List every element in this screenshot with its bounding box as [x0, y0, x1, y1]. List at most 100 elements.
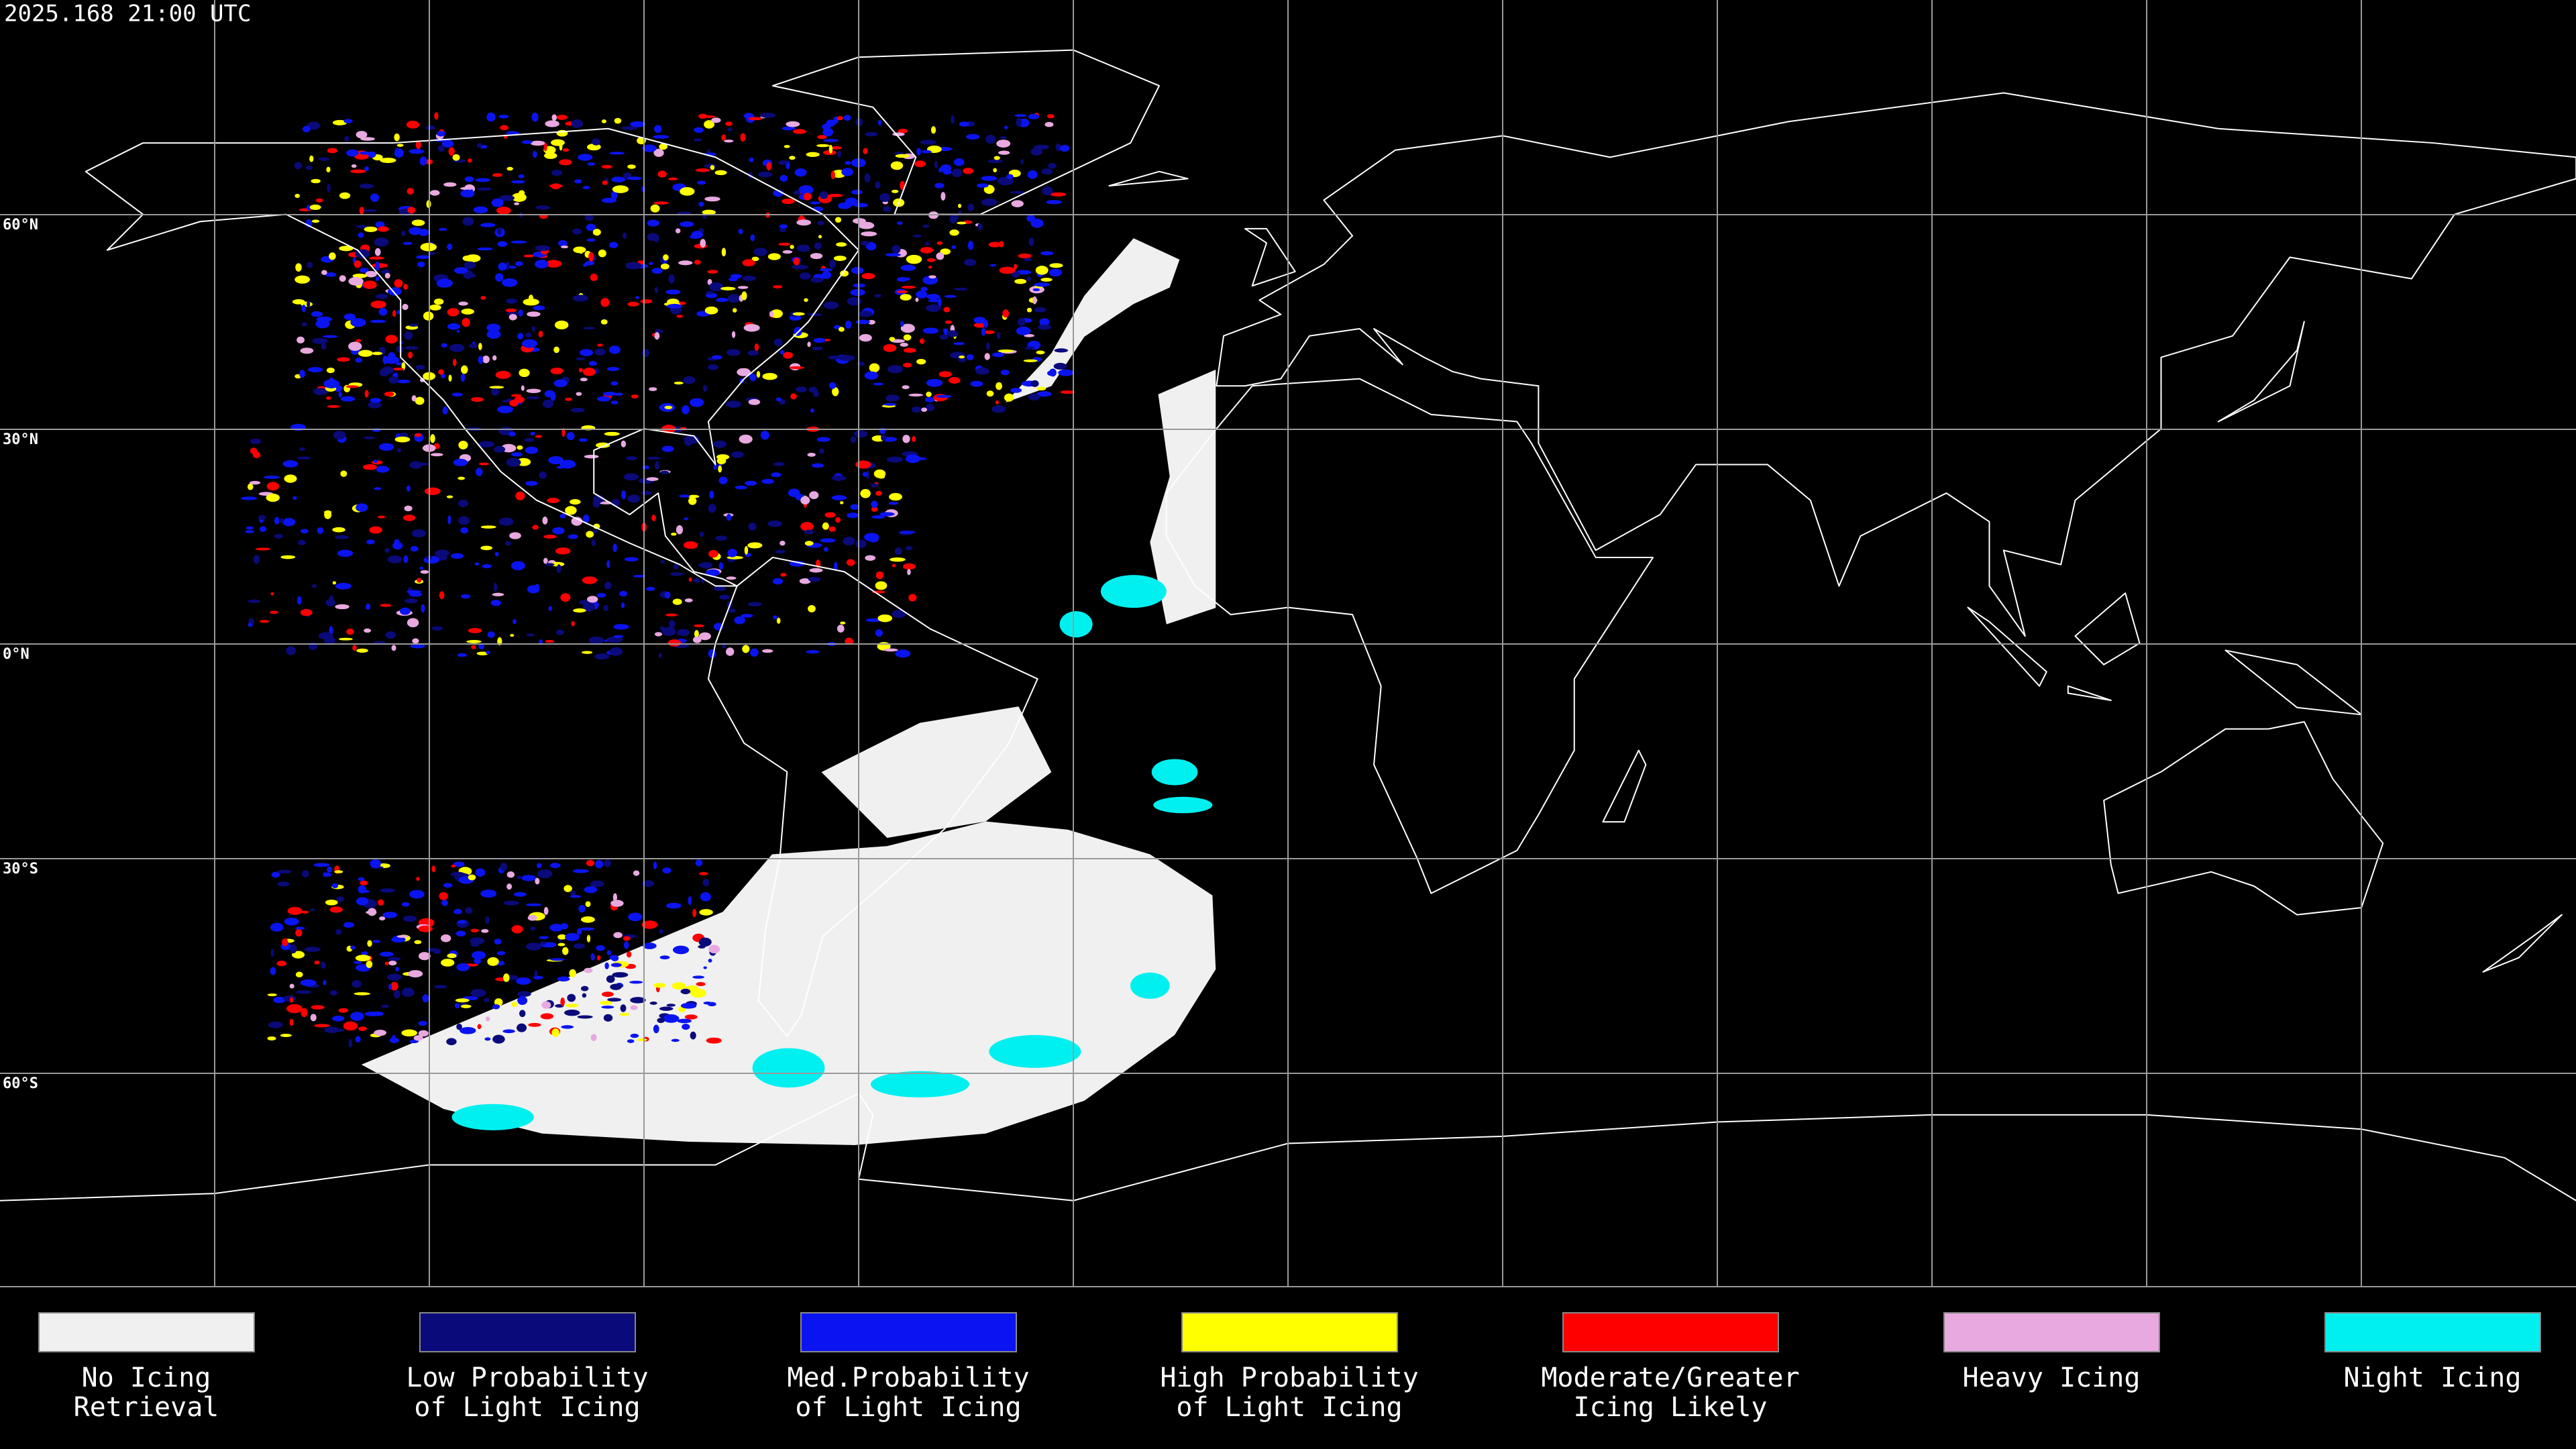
icing-patch [772, 578, 784, 585]
icing-patch [782, 126, 796, 131]
icing-patch [840, 621, 846, 625]
icing-patch [775, 397, 782, 401]
icing-patch [582, 602, 596, 612]
latitude-label: 30°S [3, 861, 38, 877]
icing-patch [496, 207, 511, 215]
icing-patch [535, 877, 540, 885]
icing-patch [366, 603, 371, 610]
icing-patch [905, 546, 913, 551]
icing-patch [834, 561, 838, 572]
icing-patch [649, 1002, 657, 1005]
icing-patch [259, 526, 267, 532]
icing-patch [364, 166, 370, 171]
icing-patch [608, 345, 621, 354]
icing-patch [321, 961, 326, 969]
icing-patch [659, 626, 665, 631]
icing-patch [985, 134, 996, 144]
icing-patch [898, 128, 908, 133]
icing-patch [340, 396, 356, 402]
icing-patch [827, 193, 843, 197]
icing-patch [875, 571, 884, 580]
icing-patch [460, 186, 474, 191]
icing-patch [494, 551, 499, 557]
icing-patch [360, 268, 369, 273]
icing-patch [668, 620, 676, 628]
icing-patch [820, 538, 836, 543]
icing-patch [591, 539, 596, 546]
icing-patch [396, 144, 404, 147]
icing-patch [508, 266, 517, 269]
icing-patch [335, 604, 350, 610]
icing-patch [934, 160, 938, 169]
icing-patch [329, 595, 334, 604]
icing-patch [332, 527, 345, 533]
icing-patch [737, 286, 749, 289]
icing-patch [592, 529, 598, 534]
icing-patch [564, 1010, 580, 1016]
icing-patch [470, 989, 486, 998]
icing-patch [418, 952, 431, 961]
icing-patch [707, 364, 718, 370]
icing-patch [402, 915, 417, 922]
icing-patch [559, 514, 566, 519]
icing-patch [276, 869, 292, 874]
icing-patch [682, 405, 690, 415]
icing-patch [793, 258, 800, 266]
legend-label: Heavy Icing [1963, 1362, 2141, 1393]
icing-patch [311, 1005, 325, 1010]
icing-patch [612, 543, 617, 553]
icing-patch [511, 925, 523, 934]
icing-patch [623, 936, 631, 941]
icing-patch [300, 347, 314, 354]
night-icing-patch [989, 1034, 1081, 1068]
icing-patch [879, 427, 886, 435]
icing-patch [412, 638, 419, 644]
icing-patch [338, 1008, 348, 1013]
icing-patch [1030, 148, 1043, 156]
icing-patch [486, 112, 496, 122]
icing-patch [817, 135, 827, 140]
icing-patch [824, 512, 836, 518]
icing-patch [690, 988, 706, 998]
icing-patch [450, 871, 466, 877]
icing-patch [527, 311, 541, 317]
icing-patch [906, 277, 910, 281]
icing-patch [700, 239, 706, 248]
icing-patch [565, 506, 577, 515]
icing-patch [725, 121, 733, 126]
icing-patch [542, 517, 548, 525]
icing-patch [557, 976, 570, 982]
icing-patch [830, 170, 835, 180]
icing-patch [250, 438, 261, 445]
icing-patch [495, 273, 504, 282]
icing-patch [621, 440, 627, 447]
icing-patch [975, 367, 989, 375]
icing-patch [422, 994, 429, 1003]
icing-patch [506, 298, 517, 304]
icing-patch [352, 645, 357, 651]
icing-patch [678, 260, 693, 266]
icing-patch [523, 254, 535, 258]
icing-patch [436, 131, 445, 137]
icing-patch [494, 998, 503, 1006]
icing-patch [289, 983, 294, 989]
icing-patch [796, 386, 807, 392]
icing-patch [535, 435, 543, 438]
icing-patch [473, 206, 488, 214]
icing-patch [449, 343, 465, 352]
icing-patch [906, 254, 922, 264]
icing-patch [325, 899, 338, 906]
icing-patch [560, 245, 569, 249]
icing-patch [1049, 263, 1063, 268]
icing-patch [835, 517, 841, 523]
icing-patch [475, 868, 486, 877]
icing-patch [420, 243, 437, 252]
icing-patch [843, 537, 855, 546]
icing-patch [724, 140, 734, 143]
icing-patch [705, 569, 720, 576]
icing-patch [654, 286, 659, 294]
icing-patch [297, 336, 305, 343]
icing-patch [497, 241, 508, 248]
icing-patch [266, 493, 280, 502]
icing-patch [653, 148, 664, 157]
